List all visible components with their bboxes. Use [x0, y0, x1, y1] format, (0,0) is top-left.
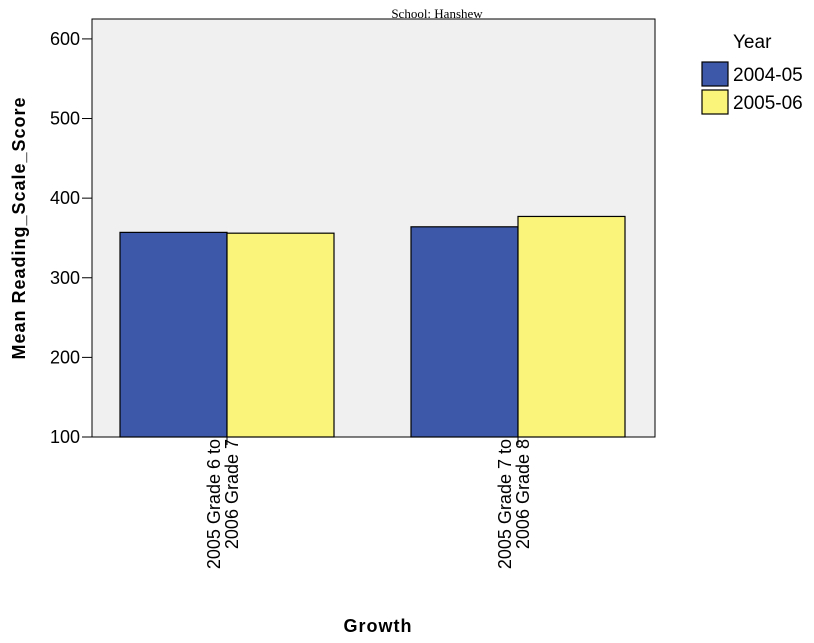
x-category-label: 2006 Grade 8: [513, 439, 533, 549]
bar-2005-06-2: [517, 215, 626, 438]
x-category-label: 2005 Grade 6 to: [204, 439, 224, 569]
legend-title: Year: [733, 32, 772, 53]
x-axis-title: Growth: [344, 616, 413, 636]
y-tick-label: 500: [50, 109, 80, 129]
y-tick-label: 100: [50, 427, 80, 447]
bar-2005-06-1: [226, 232, 335, 438]
legend-label-2004-05: 2004-05: [733, 65, 803, 86]
bar-series-group: [119, 215, 626, 438]
chart-subtitle: School: Hanshew: [391, 6, 483, 21]
y-tick-label: 300: [50, 268, 80, 288]
y-axis: 100 200 300 400 500 600: [50, 29, 92, 447]
y-axis-title: Mean Reading_Scale_Score: [9, 96, 29, 359]
legend-label-2005-06: 2005-06: [733, 93, 803, 114]
y-tick-label: 600: [50, 29, 80, 49]
legend-swatch-2004-05: [701, 61, 729, 87]
legend: Year 2004-05 2005-06: [701, 32, 803, 115]
bar-2004-05-2: [410, 226, 519, 438]
legend-swatch-2005-06: [701, 89, 729, 115]
y-tick-label: 400: [50, 188, 80, 208]
y-tick-label: 200: [50, 347, 80, 367]
bar-2004-05-1: [119, 231, 228, 438]
x-category-label: 2006 Grade 7: [222, 439, 242, 549]
x-category-label: 2005 Grade 7 to: [495, 439, 515, 569]
